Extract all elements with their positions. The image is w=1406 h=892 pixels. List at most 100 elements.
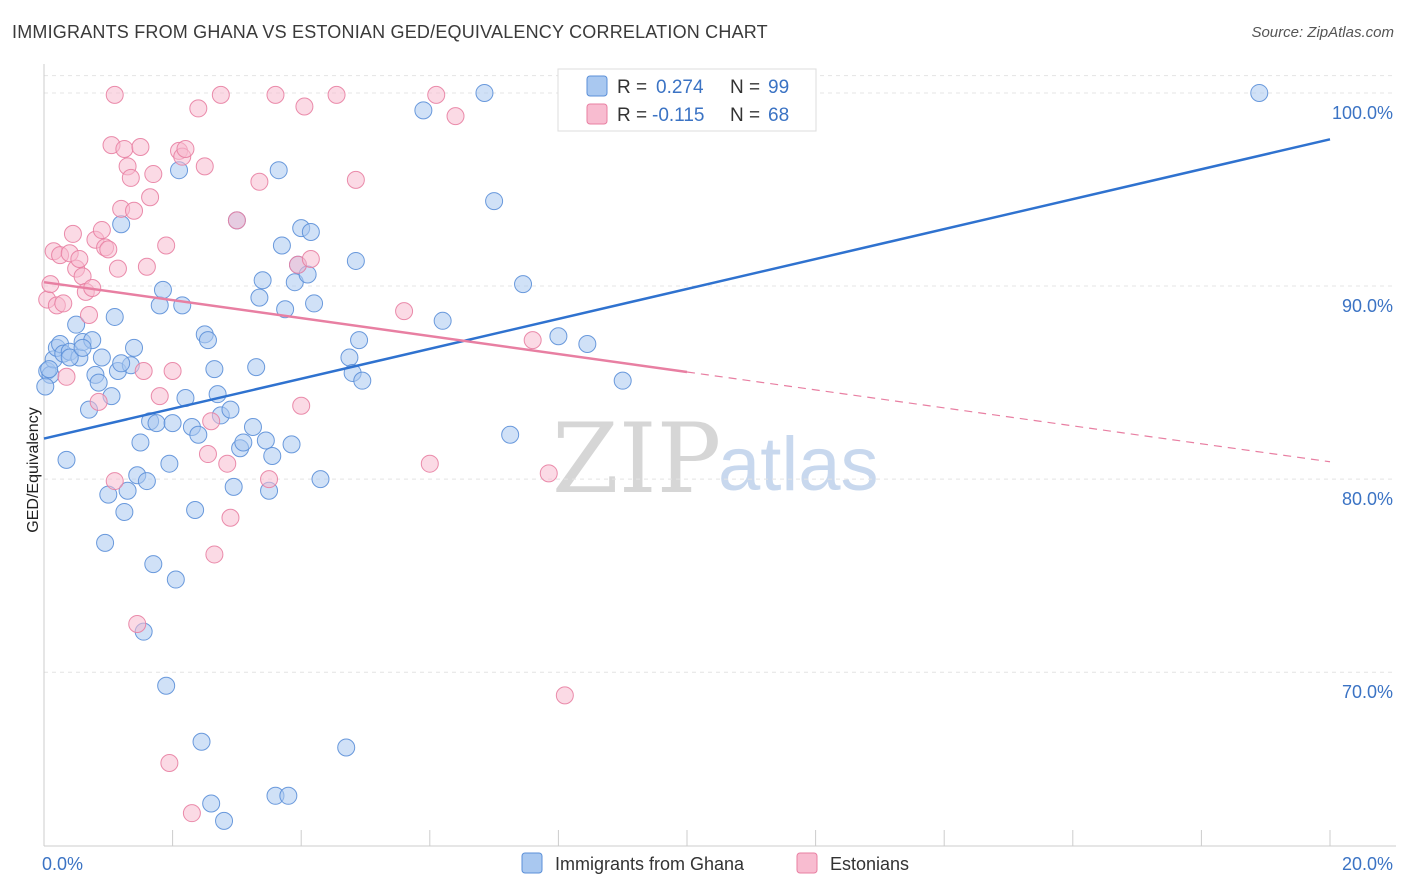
point-ghana-68 <box>276 300 295 319</box>
point-ghana-19 <box>105 307 124 326</box>
point-estonians-22 <box>108 259 127 278</box>
point-ghana-76 <box>305 294 324 313</box>
point-ghana-82 <box>350 331 369 350</box>
point-ghana-38 <box>166 570 185 589</box>
point-estonians-42 <box>189 99 208 118</box>
point-ghana-14 <box>89 373 108 392</box>
point-ghana-89 <box>514 275 533 294</box>
point-estonians-43 <box>195 157 214 176</box>
top-legend: R = 0.274 N = 99 R = -0.115 N = 68 <box>557 68 817 132</box>
point-estonians-16 <box>89 392 108 411</box>
point-ghana-77 <box>311 470 330 489</box>
point-estonians-40 <box>176 139 195 158</box>
point-estonians-24 <box>115 139 134 158</box>
grid-lines <box>44 75 1396 673</box>
legend-n-label-estonians: N = <box>730 105 760 126</box>
tick-labels: 70.0% 80.0% 90.0% 100.0% 0.0% 20.0% <box>42 103 1393 874</box>
point-ghana-75 <box>301 222 320 241</box>
point-ghana-16 <box>96 533 115 552</box>
legend-r-label-estonians: R = <box>617 105 647 126</box>
axes <box>43 64 1396 847</box>
point-ghana-64 <box>263 446 282 465</box>
point-estonians-59 <box>395 302 414 321</box>
legend-swatch-ghana <box>586 75 608 97</box>
bottom-legend: Immigrants from Ghana Estonians <box>521 852 909 874</box>
point-ghana-95 <box>40 360 59 379</box>
point-ghana-67 <box>272 236 291 255</box>
point-ghana-59 <box>247 358 266 377</box>
point-ghana-45 <box>192 732 211 751</box>
point-estonians-37 <box>163 362 182 381</box>
point-ghana-53 <box>221 400 240 419</box>
point-estonians-35 <box>157 236 176 255</box>
point-estonians-8 <box>63 224 82 243</box>
point-estonians-47 <box>211 85 230 104</box>
point-ghana-62 <box>256 431 275 450</box>
point-ghana-91 <box>578 334 597 353</box>
trend-line-ghana <box>43 138 1331 440</box>
chart-source: Source: ZipAtlas.com <box>1251 24 1394 41</box>
point-estonians-36 <box>160 753 179 772</box>
point-ghana-66 <box>269 161 288 180</box>
point-ghana-36 <box>160 454 179 473</box>
point-estonians-30 <box>134 362 153 381</box>
point-ghana-98 <box>112 354 131 373</box>
point-ghana-70 <box>282 435 301 454</box>
point-estonians-29 <box>131 138 150 157</box>
point-estonians-62 <box>446 107 465 126</box>
point-ghana-35 <box>157 676 176 695</box>
point-estonians-26 <box>121 168 140 187</box>
point-estonians-51 <box>250 172 269 191</box>
point-estonians-44 <box>198 445 217 464</box>
point-estonians-10 <box>70 250 89 269</box>
point-ghana-29 <box>137 472 156 491</box>
point-estonians-41 <box>182 804 201 823</box>
point-ghana-25 <box>125 338 144 357</box>
point-ghana-81 <box>346 251 365 270</box>
point-ghana-48 <box>202 794 221 813</box>
point-ghana-22 <box>115 502 134 521</box>
y-tick-label-0: 70.0% <box>1342 682 1393 702</box>
watermark-atlas: atlas <box>718 422 879 507</box>
point-ghana-85 <box>433 311 452 330</box>
point-estonians-46 <box>205 545 224 564</box>
point-ghana-83 <box>353 371 372 390</box>
legend-r-label-ghana: R = <box>617 77 647 98</box>
point-estonians-31 <box>137 257 156 276</box>
bottom-legend-swatch-ghana <box>521 852 543 874</box>
y-tick-label-1: 80.0% <box>1342 489 1393 509</box>
point-ghana-87 <box>485 192 504 211</box>
point-ghana-44 <box>189 425 208 444</box>
point-estonians-56 <box>301 250 320 269</box>
x-tick-label-1: 20.0% <box>1342 854 1393 874</box>
legend-r-value-estonians: -0.115 <box>652 105 704 126</box>
point-estonians-19 <box>99 240 118 259</box>
point-ghana-69 <box>279 786 298 805</box>
point-ghana-21 <box>112 215 131 234</box>
point-ghana-54 <box>224 477 243 496</box>
point-estonians-21 <box>105 472 124 491</box>
point-ghana-37 <box>163 414 182 433</box>
point-estonians-49 <box>221 508 240 527</box>
legend-swatch-estonians <box>586 103 608 125</box>
point-ghana-86 <box>475 83 494 102</box>
point-ghana-52 <box>215 811 234 830</box>
point-estonians-34 <box>150 387 169 406</box>
point-ghana-93 <box>1250 83 1269 102</box>
point-estonians-17 <box>92 221 111 240</box>
point-ghana-15 <box>92 348 111 367</box>
point-estonians-58 <box>346 170 365 189</box>
point-ghana-94 <box>36 377 55 396</box>
trend-lines <box>43 138 1331 463</box>
point-ghana-92 <box>613 371 632 390</box>
point-ghana-60 <box>250 288 269 307</box>
point-ghana-58 <box>243 418 262 437</box>
point-estonians-67 <box>295 97 314 116</box>
point-estonians-50 <box>227 211 246 230</box>
point-ghana-8 <box>67 315 86 334</box>
point-estonians-28 <box>128 614 147 633</box>
point-ghana-90 <box>549 327 568 346</box>
y-axis-label: GED/Equivalency <box>25 407 42 532</box>
point-ghana-84 <box>414 101 433 120</box>
